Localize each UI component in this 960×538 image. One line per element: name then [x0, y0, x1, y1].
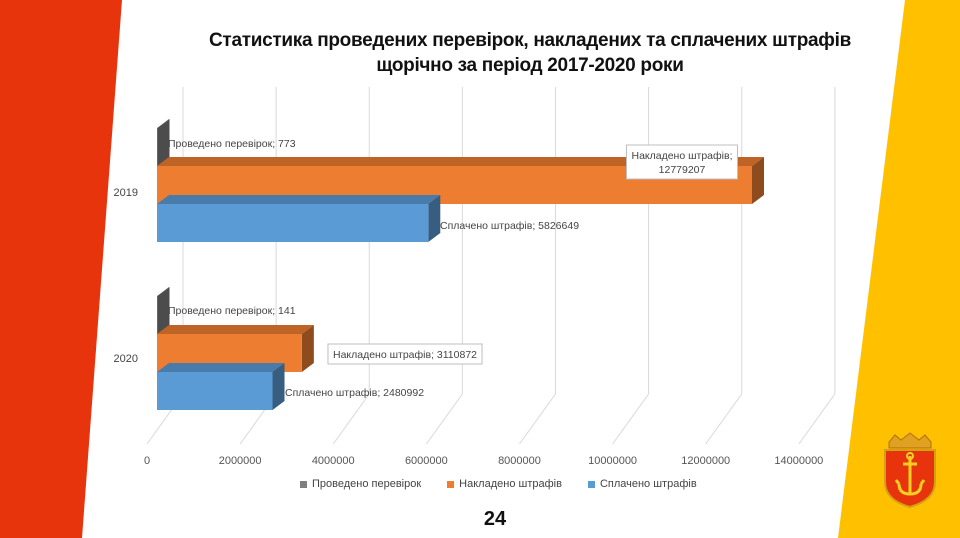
data-label-checks-2020: Проведено перевірок; 141 [168, 305, 296, 317]
legend-swatch-imposed [447, 480, 455, 488]
x-tick-label: 8000000 [498, 455, 541, 467]
legend-item-checks: Проведено перевірок [300, 478, 421, 490]
category-label: 2020 [114, 353, 138, 365]
bar-imposed-2020-side [301, 325, 314, 372]
legend-label-paid: Сплачено штрафів [599, 478, 697, 490]
x-tick-label: 12000000 [681, 455, 730, 467]
bar-paid-2019 [157, 204, 429, 242]
left-red-band [0, 0, 122, 538]
legend-label-checks: Проведено перевірок [312, 478, 422, 490]
data-label-imposed-2019-line: 12779207 [659, 164, 706, 176]
bar-imposed-2020-top [157, 325, 314, 334]
category-label: 2019 [114, 187, 138, 199]
legend-item-imposed: Накладено штрафів [447, 478, 562, 490]
bar-paid-2019-top [157, 195, 441, 204]
x-tick-label: 0 [144, 455, 150, 467]
legend-swatch-paid [587, 480, 595, 488]
bar-checks-2020-side [157, 287, 170, 334]
right-yellow-band [838, 0, 960, 538]
bar-paid-2020-side [272, 363, 285, 410]
bar-paid-2019-side [428, 195, 441, 242]
gridline-floor [612, 393, 650, 445]
gridline-floor [798, 393, 836, 445]
x-tick-label: 4000000 [312, 455, 355, 467]
bar-checks-2019-top [157, 119, 170, 128]
x-tick-label: 14000000 [774, 455, 823, 467]
legend-label-imposed: Накладено штрафів [459, 478, 562, 490]
bar-checks-2020-top [157, 287, 170, 296]
data-label-imposed-2019-box [625, 144, 739, 180]
legend-item-paid: Сплачено штрафів [587, 478, 697, 490]
data-label-checks-2019: Проведено перевірок; 773 [168, 138, 296, 150]
gridline-floor [332, 393, 370, 445]
data-label-imposed-2020-box [327, 343, 483, 365]
legend-swatch-checks [300, 480, 307, 488]
chart-legend: Проведено перевірок Накладено штрафів Сп… [300, 478, 697, 490]
data-label-paid-2020: Сплачено штрафів; 2480992 [285, 387, 424, 399]
gridline-floor [425, 393, 463, 445]
bar-paid-2020 [157, 372, 273, 410]
gridline-floor [519, 393, 556, 445]
page-number: 24 [483, 508, 507, 530]
slide-title-line-1: Статистика проведених перевірок, накладе… [209, 30, 851, 51]
bar-paid-2020-top [157, 363, 285, 372]
bar-imposed-2019-side [752, 157, 764, 204]
data-label-paid-2019: Сплачено штрафів; 5826649 [440, 220, 579, 232]
bar-imposed-2019-top [157, 157, 764, 166]
bar-checks-2020 [157, 296, 158, 334]
bar-checks-2019 [157, 128, 158, 166]
x-tick-label: 2000000 [219, 455, 262, 467]
odesa-coat-of-arms-icon [884, 432, 936, 508]
data-label-imposed-2020-line: Накладено штрафів; 3110872 [333, 349, 477, 361]
bar-checks-2019-side [157, 119, 170, 166]
slide-title-line-2: щорічно за період 2017-2020 роки [376, 55, 684, 76]
x-tick-label: 6000000 [405, 455, 448, 467]
data-label-imposed-2019-line: Накладено штрафів; [631, 150, 732, 162]
x-tick-label: 10000000 [588, 455, 637, 467]
gridline-floor [705, 393, 743, 445]
